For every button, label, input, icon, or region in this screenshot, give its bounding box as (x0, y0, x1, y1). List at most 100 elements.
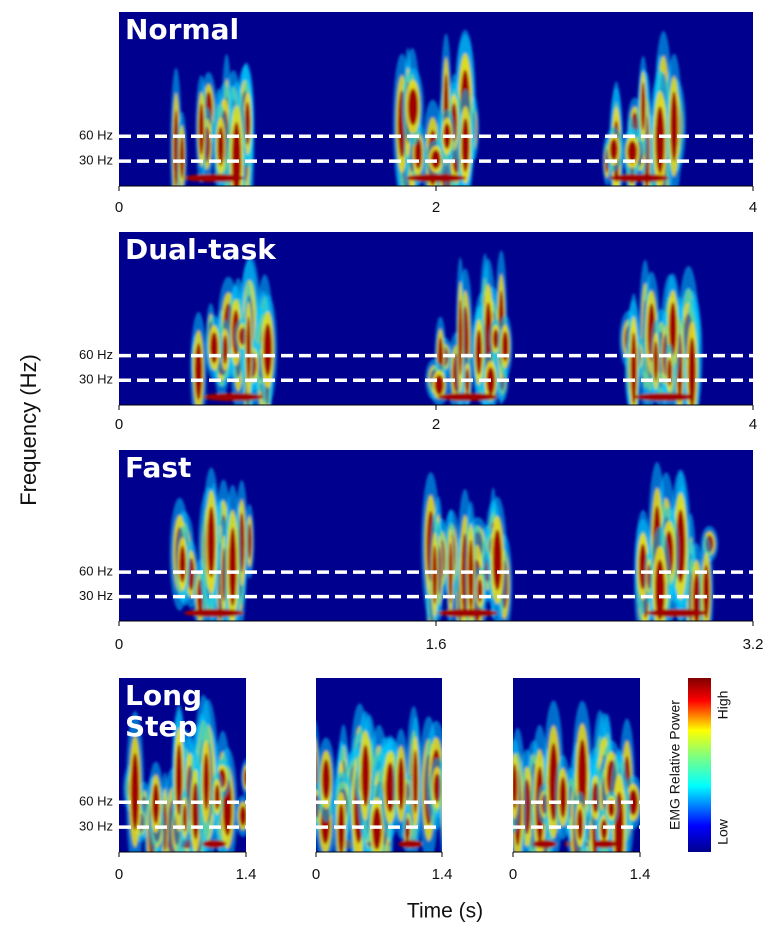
burst-core (628, 789, 638, 816)
spectrogram-bursts (190, 250, 703, 405)
y-axis-label: Frequency (Hz) (16, 354, 41, 506)
burst-core (513, 763, 518, 809)
burst-base (203, 393, 264, 401)
burst-core (609, 138, 618, 161)
burst-halo (442, 746, 453, 815)
x-tick-label: 0 (115, 866, 123, 883)
x-tick-label: 4 (749, 199, 757, 216)
burst-core (397, 757, 405, 811)
burst-base (437, 393, 498, 401)
burst-core (247, 523, 252, 560)
burst-core (458, 298, 463, 376)
burst-core (207, 506, 216, 578)
burst-core (655, 106, 665, 174)
burst-base (184, 174, 245, 182)
reference-label: 60 Hz (79, 564, 113, 579)
burst-core (192, 782, 200, 840)
reference-label: 30 Hz (79, 588, 113, 603)
burst-mid (444, 757, 451, 805)
x-tick-label: 0 (312, 866, 320, 883)
reference-label: 60 Hz (79, 128, 113, 143)
burst-core (492, 329, 499, 349)
burst-halo (441, 789, 442, 815)
burst-halo (240, 758, 246, 796)
burst-core (670, 91, 678, 161)
burst-core (443, 774, 450, 834)
colorbar-low: Low (715, 818, 731, 845)
burst-core (228, 527, 237, 606)
burst-core (232, 122, 241, 186)
burst-core (468, 539, 474, 611)
burst-core (244, 768, 246, 787)
reference-label: 30 Hz (79, 153, 113, 168)
colorbar-title: EMG Relative Power (667, 700, 683, 830)
burst-core (179, 135, 185, 179)
x-tick-label: 4 (749, 416, 757, 433)
burst-core (669, 302, 677, 356)
burst-core (246, 316, 251, 382)
x-tick-label: 1.4 (432, 866, 453, 883)
burst-halo (438, 753, 442, 852)
burst-core (627, 140, 638, 164)
burst-core (608, 800, 615, 817)
burst-core (175, 743, 183, 816)
burst-core (492, 529, 502, 591)
burst-core (222, 335, 228, 365)
burst-mid (242, 764, 246, 791)
burst-core (444, 780, 448, 824)
burst-core (630, 332, 637, 405)
burst-base (398, 840, 423, 848)
burst-core (703, 564, 710, 619)
panel-title: Long Step (125, 679, 203, 743)
burst-base (202, 840, 227, 848)
burst-core (576, 808, 584, 840)
x-tick-label: 1.4 (630, 866, 651, 883)
burst-mid (443, 771, 449, 835)
burst-base (634, 393, 695, 401)
x-axis-label: Time (s) (407, 900, 483, 923)
spectrogram-bursts (170, 29, 686, 186)
burst-base (406, 174, 466, 182)
burst-core (385, 762, 395, 813)
burst-core (434, 374, 444, 395)
burst-core (412, 750, 419, 814)
x-tick-label: 0 (115, 416, 123, 433)
burst-core (655, 559, 665, 621)
x-tick-label: 3.2 (743, 636, 764, 653)
x-tick-label: 1.6 (426, 636, 447, 653)
reference-label: 30 Hz (79, 372, 113, 387)
panel-title: Fast (125, 451, 192, 484)
burst-core (194, 343, 203, 400)
x-tick-label: 2 (432, 416, 440, 433)
reference-label: 60 Hz (79, 794, 113, 809)
burst-core (361, 744, 370, 807)
spectrogram-bursts (169, 462, 719, 621)
burst-core (244, 102, 251, 145)
burst-core (321, 759, 331, 800)
burst-core (477, 579, 483, 603)
burst-core (179, 545, 186, 583)
burst-core (408, 88, 419, 126)
colorbar-high: High (715, 691, 731, 720)
panel-title: Normal (125, 13, 240, 46)
burst-core (203, 753, 210, 810)
burst-base (646, 609, 707, 617)
burst-core (688, 337, 696, 405)
burst-core (337, 803, 345, 852)
burst-core (210, 332, 219, 364)
burst-core (600, 819, 608, 840)
burst-core (433, 773, 441, 803)
x-tick-label: 0 (115, 636, 123, 653)
burst-mid (441, 783, 442, 827)
x-tick-label: 0 (115, 199, 123, 216)
burst-core (559, 776, 567, 818)
burst-core (461, 118, 470, 172)
burst-core (198, 103, 205, 155)
burst-base (592, 840, 617, 848)
colorbar (688, 678, 711, 852)
reference-label: 30 Hz (79, 819, 113, 834)
burst-core (640, 82, 646, 131)
burst-core (445, 764, 450, 797)
burst-core (432, 545, 438, 605)
